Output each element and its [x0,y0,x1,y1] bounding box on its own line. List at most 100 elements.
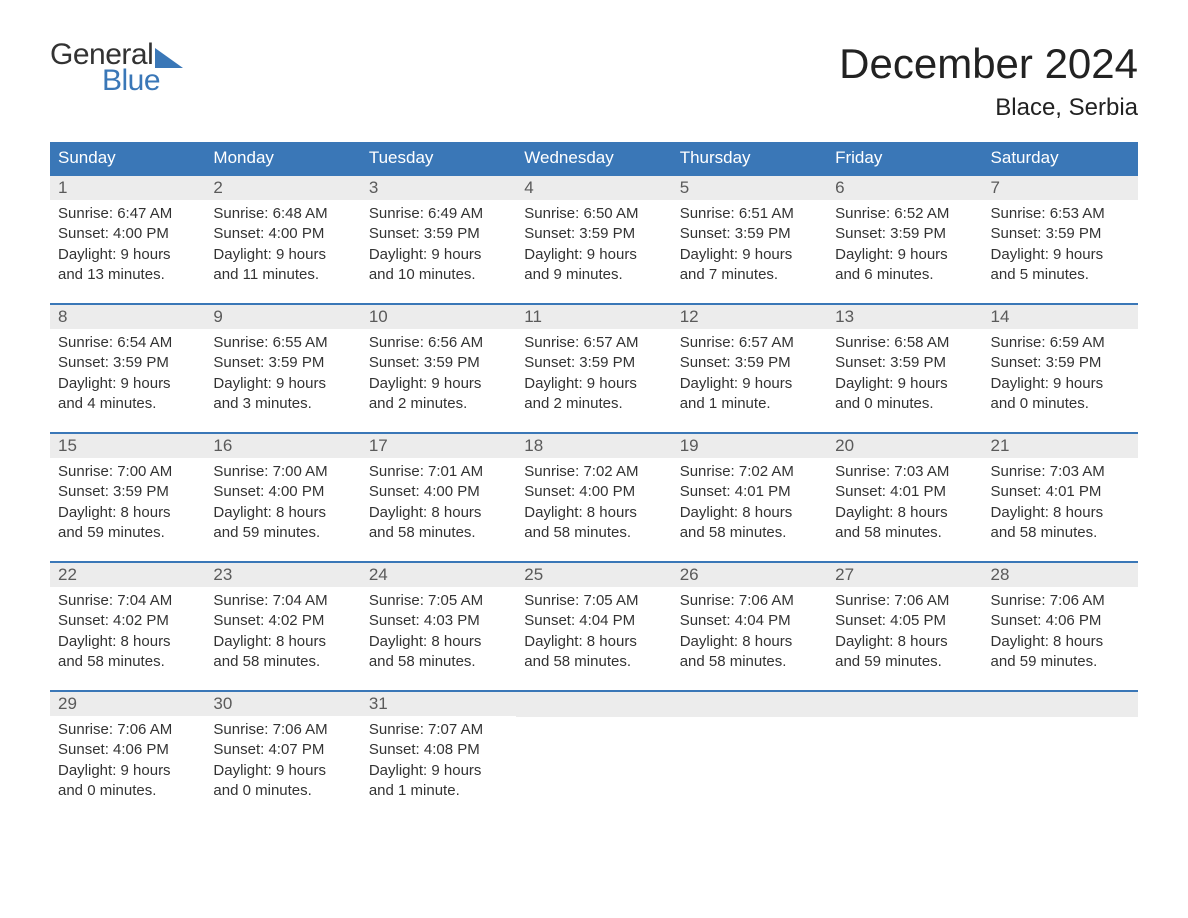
day-number: 27 [827,563,982,587]
day-cell: 17Sunrise: 7:01 AMSunset: 4:00 PMDayligh… [361,432,516,561]
sunrise-text: Sunrise: 7:05 AM [524,591,663,611]
day-number: 4 [516,176,671,200]
day-number: 31 [361,692,516,716]
daylight-text: Daylight: 8 hours [524,503,663,523]
day-details: Sunrise: 7:03 AMSunset: 4:01 PMDaylight:… [827,458,982,543]
daylight-text: and 58 minutes. [524,523,663,543]
day-details: Sunrise: 6:57 AMSunset: 3:59 PMDaylight:… [672,329,827,414]
day-details: Sunrise: 7:01 AMSunset: 4:00 PMDaylight:… [361,458,516,543]
empty-day-cell [827,690,982,819]
daylight-text: and 6 minutes. [835,265,974,285]
sunrise-text: Sunrise: 7:03 AM [991,462,1130,482]
daylight-text: Daylight: 9 hours [524,245,663,265]
sunrise-text: Sunrise: 6:47 AM [58,204,197,224]
day-details: Sunrise: 7:04 AMSunset: 4:02 PMDaylight:… [50,587,205,672]
daylight-text: and 58 minutes. [369,652,508,672]
sunrise-text: Sunrise: 7:05 AM [369,591,508,611]
empty-day-cell [983,690,1138,819]
sunset-text: Sunset: 3:59 PM [680,224,819,244]
sunrise-text: Sunrise: 6:53 AM [991,204,1130,224]
daylight-text: and 59 minutes. [991,652,1130,672]
day-number: 10 [361,305,516,329]
week-row: 8Sunrise: 6:54 AMSunset: 3:59 PMDaylight… [50,303,1138,432]
day-cell: 5Sunrise: 6:51 AMSunset: 3:59 PMDaylight… [672,174,827,303]
day-details: Sunrise: 6:59 AMSunset: 3:59 PMDaylight:… [983,329,1138,414]
sunset-text: Sunset: 4:00 PM [213,224,352,244]
daylight-text: Daylight: 8 hours [524,632,663,652]
daylight-text: Daylight: 8 hours [369,632,508,652]
sunset-text: Sunset: 3:59 PM [524,224,663,244]
day-number: 5 [672,176,827,200]
day-header-mon: Monday [205,142,360,174]
week-row: 15Sunrise: 7:00 AMSunset: 3:59 PMDayligh… [50,432,1138,561]
daylight-text: and 5 minutes. [991,265,1130,285]
day-cell: 29Sunrise: 7:06 AMSunset: 4:06 PMDayligh… [50,690,205,819]
day-details: Sunrise: 6:49 AMSunset: 3:59 PMDaylight:… [361,200,516,285]
day-header-sat: Saturday [983,142,1138,174]
day-number: 11 [516,305,671,329]
daylight-text: and 0 minutes. [213,781,352,801]
sunset-text: Sunset: 4:05 PM [835,611,974,631]
daylight-text: and 10 minutes. [369,265,508,285]
daylight-text: and 58 minutes. [680,523,819,543]
daylight-text: Daylight: 8 hours [835,503,974,523]
day-cell: 22Sunrise: 7:04 AMSunset: 4:02 PMDayligh… [50,561,205,690]
sunset-text: Sunset: 4:02 PM [58,611,197,631]
day-number: 18 [516,434,671,458]
sunset-text: Sunset: 4:04 PM [680,611,819,631]
day-details: Sunrise: 6:51 AMSunset: 3:59 PMDaylight:… [672,200,827,285]
daylight-text: Daylight: 8 hours [835,632,974,652]
sunrise-text: Sunrise: 7:00 AM [58,462,197,482]
sunrise-text: Sunrise: 6:54 AM [58,333,197,353]
daylight-text: Daylight: 8 hours [680,503,819,523]
sunset-text: Sunset: 3:59 PM [680,353,819,373]
day-header-fri: Friday [827,142,982,174]
sunset-text: Sunset: 4:08 PM [369,740,508,760]
sunrise-text: Sunrise: 7:06 AM [991,591,1130,611]
daylight-text: and 59 minutes. [835,652,974,672]
day-cell: 25Sunrise: 7:05 AMSunset: 4:04 PMDayligh… [516,561,671,690]
sunrise-text: Sunrise: 6:58 AM [835,333,974,353]
daylight-text: and 1 minute. [369,781,508,801]
sunset-text: Sunset: 4:00 PM [524,482,663,502]
sunrise-text: Sunrise: 7:03 AM [835,462,974,482]
sunrise-text: Sunrise: 7:02 AM [680,462,819,482]
sunrise-text: Sunrise: 6:57 AM [680,333,819,353]
sunrise-text: Sunrise: 6:56 AM [369,333,508,353]
sunrise-text: Sunrise: 6:48 AM [213,204,352,224]
daylight-text: Daylight: 9 hours [991,374,1130,394]
daylight-text: and 0 minutes. [835,394,974,414]
day-details: Sunrise: 6:48 AMSunset: 4:00 PMDaylight:… [205,200,360,285]
sunset-text: Sunset: 4:00 PM [369,482,508,502]
day-cell: 1Sunrise: 6:47 AMSunset: 4:00 PMDaylight… [50,174,205,303]
empty-day-bar [827,692,982,717]
sunrise-text: Sunrise: 6:50 AM [524,204,663,224]
sunrise-text: Sunrise: 6:55 AM [213,333,352,353]
daylight-text: and 58 minutes. [524,652,663,672]
daylight-text: and 58 minutes. [369,523,508,543]
day-details: Sunrise: 7:00 AMSunset: 4:00 PMDaylight:… [205,458,360,543]
day-cell: 31Sunrise: 7:07 AMSunset: 4:08 PMDayligh… [361,690,516,819]
day-details: Sunrise: 6:50 AMSunset: 3:59 PMDaylight:… [516,200,671,285]
sunset-text: Sunset: 4:00 PM [58,224,197,244]
daylight-text: and 58 minutes. [991,523,1130,543]
daylight-text: and 7 minutes. [680,265,819,285]
sunrise-text: Sunrise: 6:51 AM [680,204,819,224]
day-details: Sunrise: 7:06 AMSunset: 4:05 PMDaylight:… [827,587,982,672]
day-number: 20 [827,434,982,458]
day-cell: 4Sunrise: 6:50 AMSunset: 3:59 PMDaylight… [516,174,671,303]
sunrise-text: Sunrise: 6:52 AM [835,204,974,224]
sunset-text: Sunset: 3:59 PM [58,482,197,502]
sunset-text: Sunset: 3:59 PM [991,353,1130,373]
day-cell: 18Sunrise: 7:02 AMSunset: 4:00 PMDayligh… [516,432,671,561]
daylight-text: Daylight: 8 hours [58,503,197,523]
day-cell: 24Sunrise: 7:05 AMSunset: 4:03 PMDayligh… [361,561,516,690]
daylight-text: Daylight: 9 hours [369,761,508,781]
sunset-text: Sunset: 3:59 PM [213,353,352,373]
day-details: Sunrise: 7:07 AMSunset: 4:08 PMDaylight:… [361,716,516,801]
day-number: 30 [205,692,360,716]
daylight-text: and 3 minutes. [213,394,352,414]
daylight-text: Daylight: 9 hours [213,374,352,394]
daylight-text: Daylight: 8 hours [213,503,352,523]
sunrise-text: Sunrise: 7:07 AM [369,720,508,740]
